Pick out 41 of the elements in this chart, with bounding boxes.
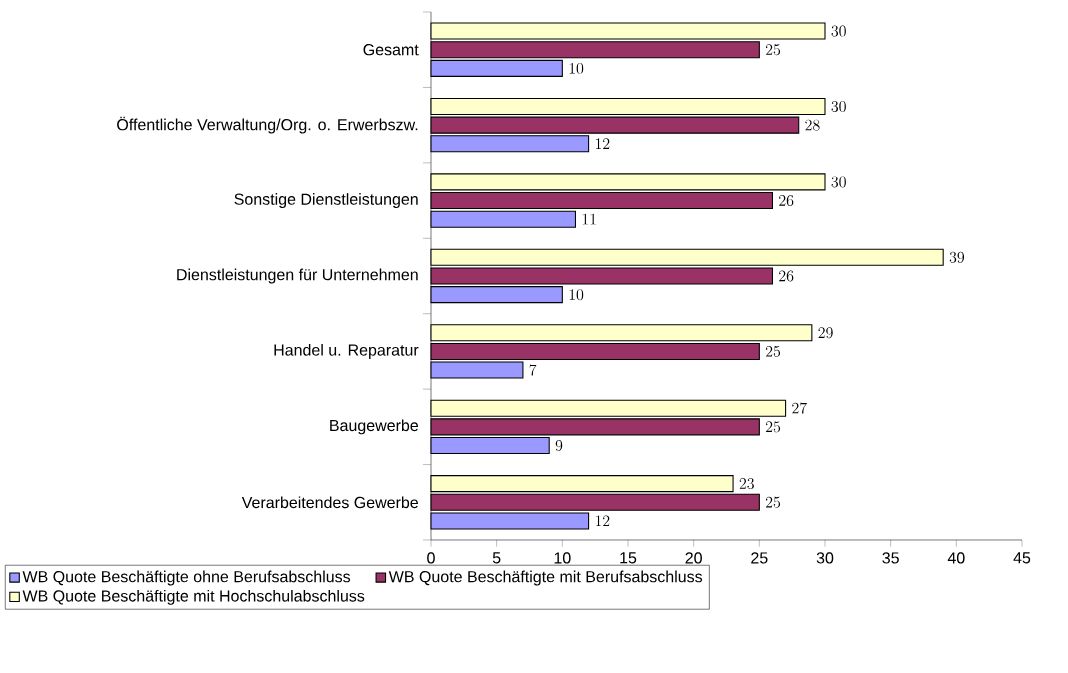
- data-label: 12: [595, 138, 610, 149]
- x-tick-label: 15: [620, 552, 637, 564]
- y-tick-label: Sonstige Dienstleistungen: [234, 193, 418, 209]
- data-label: 30: [831, 25, 846, 37]
- legend-label: WB Quote Beschäftigte ohne Berufsabschluss: [22, 570, 351, 586]
- data-label: 27: [792, 402, 807, 414]
- data-label: 10: [569, 62, 584, 74]
- data-label: 12: [595, 515, 610, 527]
- x-tick-label: 20: [685, 552, 702, 564]
- x-tick-label: 30: [816, 552, 834, 564]
- data-label: 7: [529, 364, 537, 376]
- y-tick-label: Verarbeitendes Gewerbe: [241, 496, 418, 509]
- data-label: 9: [555, 440, 563, 451]
- y-tick-label: Gesamt: [363, 44, 419, 56]
- data-label: 23: [739, 478, 754, 490]
- data-label: 28: [805, 119, 820, 131]
- data-label: 39: [949, 251, 965, 263]
- data-label: 26: [779, 270, 794, 282]
- data-label: 30: [831, 100, 846, 112]
- data-label: 25: [765, 496, 781, 508]
- data-label: 10: [569, 289, 584, 301]
- y-tick-label: Baugewerbe: [330, 419, 418, 435]
- data-label: 25: [765, 44, 781, 56]
- x-tick-label: 0: [427, 552, 435, 564]
- data-label: 29: [818, 327, 833, 339]
- data-label: 11: [582, 213, 596, 225]
- x-tick-label: 35: [882, 552, 899, 564]
- x-tick-label: 10: [554, 552, 571, 564]
- y-tick-label: Dienstleistungen für Unternehmen: [177, 268, 418, 284]
- x-tick-label: 45: [1013, 552, 1031, 564]
- legend-label: WB Quote Beschäftigte mit Hochschulabschluss: [22, 589, 365, 605]
- legend-label: WB Quote Beschäftigte mit Berufsabschluss: [388, 570, 703, 586]
- data-label: 25: [765, 345, 781, 357]
- data-label: 26: [779, 195, 794, 207]
- y-tick-label: Handel u. Reparatur: [274, 343, 419, 359]
- x-tick-label: 5: [492, 552, 501, 564]
- data-label: 25: [765, 421, 781, 433]
- data-label: 30: [831, 176, 846, 188]
- x-tick-label: 25: [751, 552, 768, 564]
- y-tick-label: Öffentliche Verwaltung/Org. o. Erwerbszw.: [117, 116, 418, 134]
- x-tick-label: 40: [947, 552, 965, 564]
